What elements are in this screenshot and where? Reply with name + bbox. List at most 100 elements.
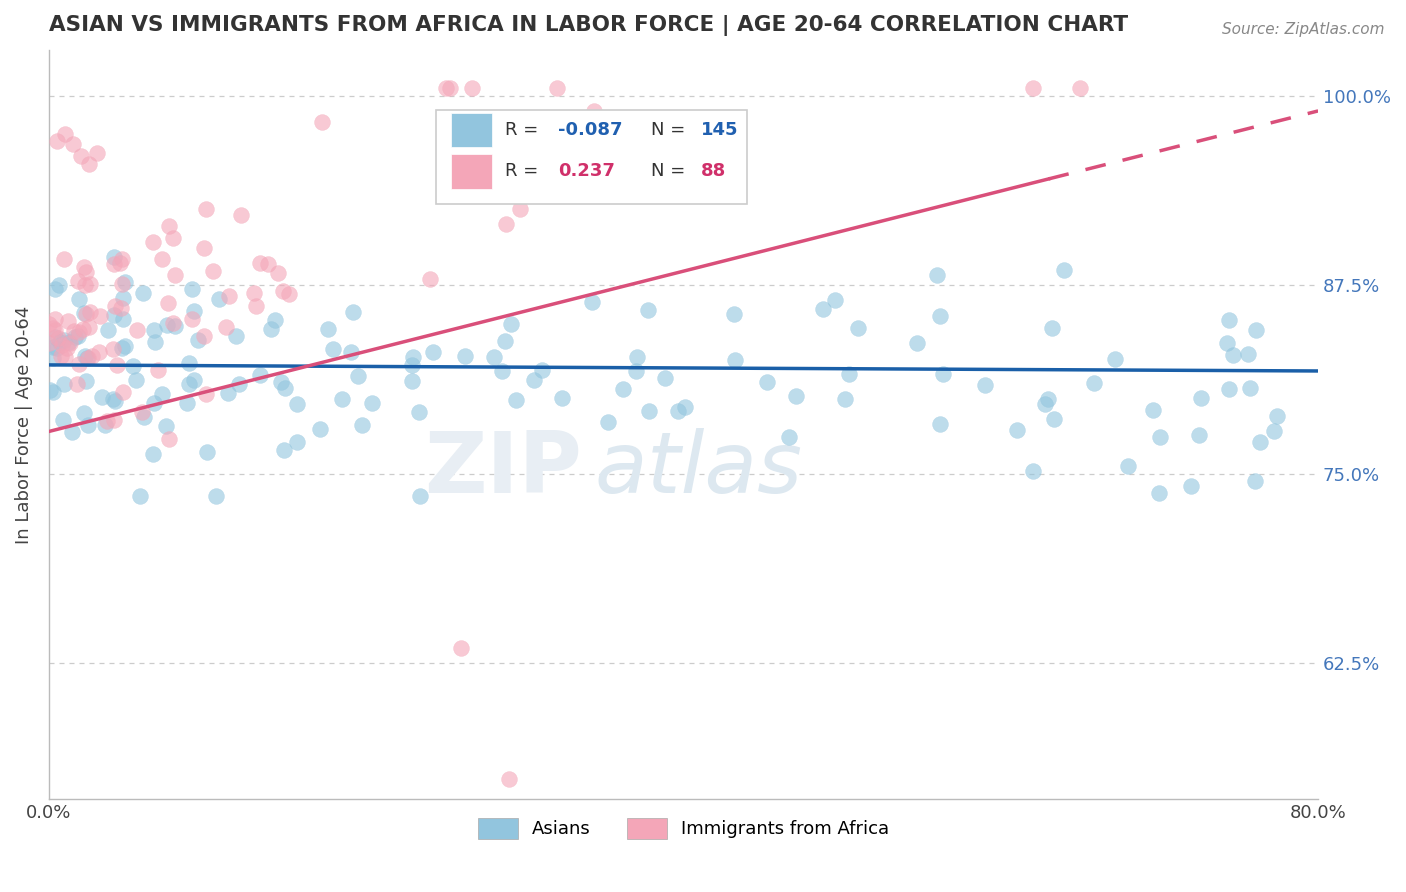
Point	[42, 320, 65, 334]
Point	[925, 268, 948, 282]
Point	[77, 417, 100, 432]
Text: 0.237: 0.237	[558, 162, 614, 180]
Point	[73, 260, 96, 274]
FancyBboxPatch shape	[451, 154, 492, 188]
Legend: Asians, Immigrants from Africa: Asians, Immigrants from Africa	[471, 811, 897, 846]
Point	[110, 301, 132, 315]
Point	[111, 277, 134, 291]
Point	[516, 131, 538, 145]
Point	[156, 318, 179, 333]
Point	[756, 375, 779, 389]
Point	[73, 349, 96, 363]
Point	[112, 311, 135, 326]
Point	[193, 328, 215, 343]
Point	[51, 337, 73, 351]
Point	[811, 302, 834, 317]
Point	[60, 425, 83, 439]
Point	[1053, 262, 1076, 277]
Point	[350, 418, 373, 433]
Point	[177, 376, 200, 391]
Point	[1218, 313, 1240, 327]
Point	[1244, 323, 1267, 337]
Point	[103, 413, 125, 427]
Point	[195, 202, 218, 216]
Point	[1239, 381, 1261, 395]
Point	[824, 293, 846, 308]
Point	[274, 381, 297, 395]
Point	[69, 149, 91, 163]
Point	[277, 286, 299, 301]
Point	[257, 258, 280, 272]
Point	[1188, 428, 1211, 442]
Point	[513, 116, 536, 130]
Point	[186, 333, 208, 347]
Point	[157, 432, 180, 446]
Point	[75, 307, 97, 321]
Point	[162, 231, 184, 245]
Point	[125, 323, 148, 337]
Point	[52, 413, 75, 427]
Point	[581, 294, 603, 309]
Point	[229, 209, 252, 223]
Point	[551, 391, 574, 405]
Point	[1237, 347, 1260, 361]
Point	[928, 309, 950, 323]
Text: N =: N =	[651, 121, 690, 139]
Point	[409, 490, 432, 504]
Point	[53, 350, 76, 364]
Point	[1033, 396, 1056, 410]
Point	[249, 368, 271, 382]
Point	[73, 306, 96, 320]
Point	[482, 351, 505, 365]
Point	[155, 419, 177, 434]
Text: R =: R =	[505, 121, 544, 139]
Text: 145: 145	[702, 121, 738, 139]
Point	[834, 392, 856, 406]
Point	[638, 404, 661, 418]
Point	[176, 396, 198, 410]
Point	[449, 175, 471, 189]
Point	[89, 344, 111, 359]
Point	[180, 282, 202, 296]
Point	[249, 256, 271, 270]
Point	[111, 385, 134, 400]
Point	[534, 148, 557, 162]
Point	[89, 309, 111, 323]
Point	[264, 313, 287, 327]
Point	[402, 350, 425, 364]
Point	[1263, 424, 1285, 438]
Point	[494, 334, 516, 349]
Point	[96, 414, 118, 428]
Point	[142, 323, 165, 337]
Point	[72, 322, 94, 336]
Point	[143, 334, 166, 349]
Point	[583, 104, 606, 119]
Text: 88: 88	[702, 162, 727, 180]
Point	[66, 274, 89, 288]
Point	[1249, 435, 1271, 450]
Point	[157, 219, 180, 233]
Point	[38, 383, 60, 397]
Point	[1149, 430, 1171, 444]
Point	[450, 640, 472, 655]
Point	[509, 202, 531, 216]
Point	[491, 364, 513, 378]
Point	[38, 336, 60, 351]
Point	[111, 341, 134, 355]
Text: ZIP: ZIP	[425, 428, 582, 511]
Point	[62, 324, 84, 338]
Point	[316, 322, 339, 336]
Point	[53, 252, 76, 267]
Point	[63, 330, 86, 344]
Point	[322, 342, 344, 356]
Point	[194, 387, 217, 401]
Point	[243, 285, 266, 300]
Point	[1180, 479, 1202, 493]
Point	[778, 430, 800, 444]
Point	[1036, 392, 1059, 406]
Point	[86, 146, 108, 161]
Point	[183, 304, 205, 318]
Point	[38, 318, 60, 332]
Point	[838, 368, 860, 382]
Point	[103, 308, 125, 322]
